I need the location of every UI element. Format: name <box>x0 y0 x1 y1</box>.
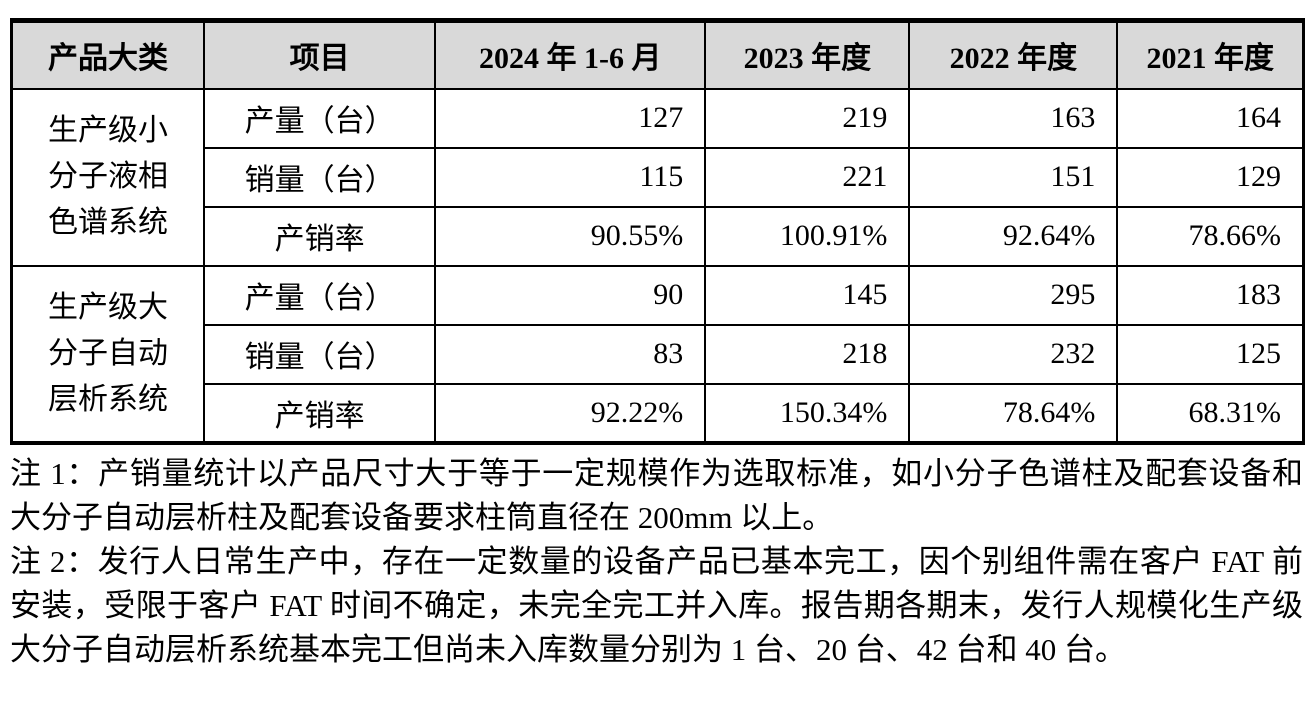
value-cell: 92.64% <box>908 205 1119 267</box>
category-line: 分子自动 <box>48 336 168 370</box>
item-cell: 产量（台） <box>202 87 437 149</box>
value-cell: 68.31% <box>1116 382 1305 444</box>
value-cell: 218 <box>704 323 911 385</box>
production-sales-table: 产品大类 项目 2024 年 1-6 月 2023 年度 2022 年度 202… <box>10 18 1305 445</box>
column-header-item: 项目 <box>202 19 437 90</box>
category-line: 层析系统 <box>48 382 168 416</box>
value-cell: 232 <box>908 323 1119 385</box>
value-cell: 127 <box>434 87 707 149</box>
item-cell: 产销率 <box>202 382 437 444</box>
value-cell: 219 <box>704 87 911 149</box>
value-cell: 129 <box>1116 146 1305 208</box>
item-cell: 销量（台） <box>202 146 437 208</box>
category-cell-small-molecule: 生产级小 分子液相 色谱系统 <box>10 87 205 267</box>
table-row: 生产级大 分子自动 层析系统 产量（台） 90 145 295 183 <box>10 264 1305 444</box>
table-row: 生产级小 分子液相 色谱系统 产量（台） 127 219 163 164 <box>10 87 1305 267</box>
item-cell: 产量（台） <box>202 264 437 326</box>
note-2: 注 2：发行人日常生产中，存在一定数量的设备产品已基本完工，因个别组件需在客户 … <box>10 543 1303 667</box>
value-cell: 295 <box>908 264 1119 326</box>
header-row: 产品大类 项目 2024 年 1-6 月 2023 年度 2022 年度 202… <box>10 19 1305 90</box>
table-row: 产销率 90.55% 100.91% 92.64% 78.66% <box>12 205 1305 267</box>
category-line: 生产级小 <box>48 114 168 147</box>
value-cell: 150.34% <box>704 382 911 444</box>
category-line: 色谱系统 <box>48 206 168 239</box>
item-cell: 产销率 <box>202 205 437 267</box>
footnotes: 注 1：产销量统计以产品尺寸大于等于一定规模作为选取标准，如小分子色谱柱及配套设… <box>10 452 1303 672</box>
value-cell: 83 <box>434 323 707 385</box>
column-header-category: 产品大类 <box>10 19 205 90</box>
table-row: 产销率 92.22% 150.34% 78.64% 68.31% <box>12 382 1305 444</box>
value-cell: 78.66% <box>1116 205 1305 267</box>
category-cell-large-molecule: 生产级大 分子自动 层析系统 <box>10 264 205 444</box>
value-cell: 115 <box>434 146 707 208</box>
value-cell: 164 <box>1116 87 1305 149</box>
value-cell: 221 <box>704 146 911 208</box>
column-header-2021: 2021 年度 <box>1116 19 1305 90</box>
value-cell: 90.55% <box>434 205 707 267</box>
value-cell: 78.64% <box>908 382 1119 444</box>
note-1: 注 1：产销量统计以产品尺寸大于等于一定规模作为选取标准，如小分子色谱柱及配套设… <box>10 455 1303 535</box>
value-cell: 90 <box>434 264 707 326</box>
value-cell: 92.22% <box>434 382 707 444</box>
item-cell: 销量（台） <box>202 323 437 385</box>
table-row: 销量（台） 115 221 151 129 <box>12 146 1305 208</box>
value-cell: 100.91% <box>704 205 911 267</box>
value-cell: 151 <box>908 146 1119 208</box>
category-line: 生产级大 <box>48 290 168 324</box>
value-cell: 163 <box>908 87 1119 149</box>
value-cell: 145 <box>704 264 911 326</box>
value-cell: 125 <box>1116 323 1305 385</box>
column-header-2024h1: 2024 年 1-6 月 <box>434 19 707 90</box>
column-header-2023: 2023 年度 <box>704 19 911 90</box>
table-row: 销量（台） 83 218 232 125 <box>12 323 1305 385</box>
column-header-2022: 2022 年度 <box>908 19 1119 90</box>
value-cell: 183 <box>1116 264 1305 326</box>
category-line: 分子液相 <box>48 160 168 193</box>
